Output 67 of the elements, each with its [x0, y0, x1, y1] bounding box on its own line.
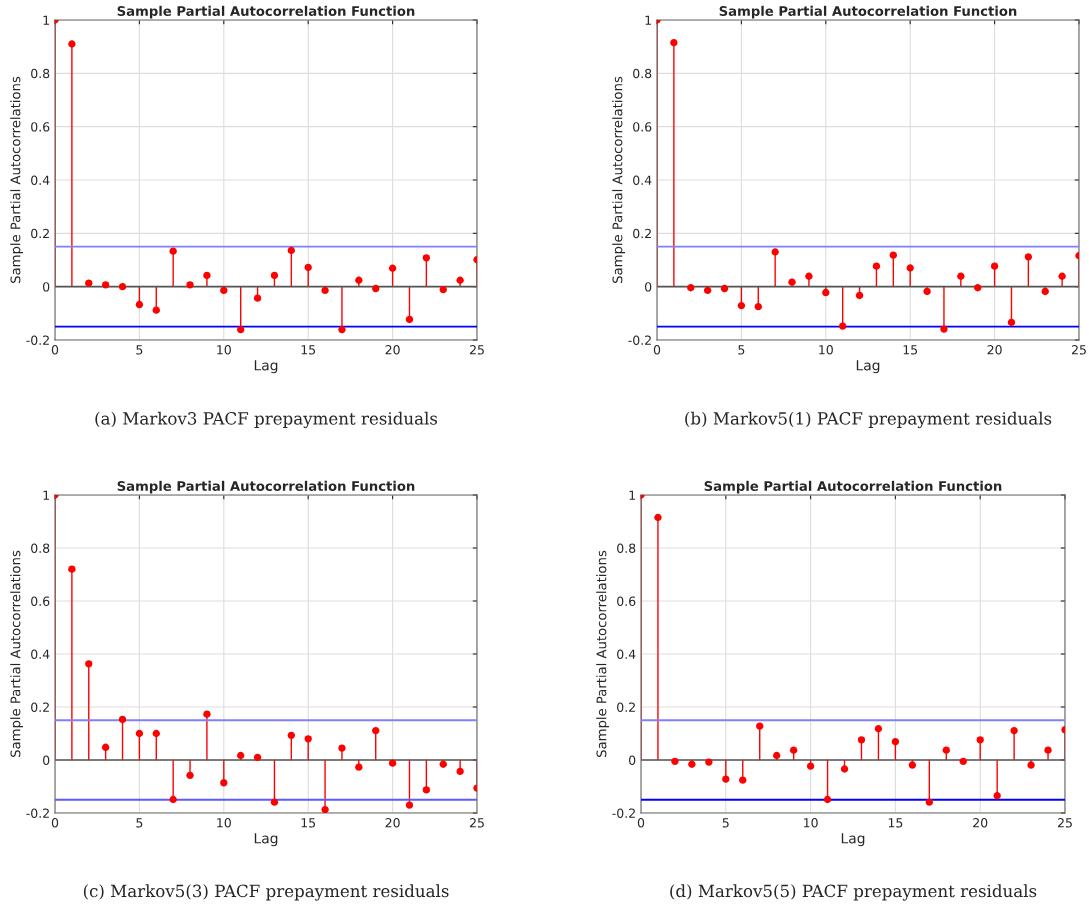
- chart-title: Sample Partial Autocorrelation Function: [117, 480, 415, 494]
- y-tick-label: 1: [43, 490, 49, 500]
- x-tick-label: 15: [301, 345, 316, 355]
- y-tick-label: -0.2: [26, 808, 49, 818]
- x-tick-label: 5: [136, 345, 143, 355]
- y-tick-label: 0: [43, 282, 50, 292]
- x-tick-label: 20: [385, 345, 400, 355]
- x-axis-title: Lag: [856, 360, 880, 374]
- y-tick-label: -0.2: [612, 808, 635, 818]
- x-tick-label: 25: [469, 818, 484, 828]
- y-tick-label: 0.8: [31, 543, 50, 553]
- y-tick-label: 1: [629, 490, 635, 500]
- x-tick-label: 20: [987, 345, 1002, 355]
- x-tick-label: 25: [469, 345, 484, 355]
- y-tick-label: 0.8: [617, 543, 636, 553]
- y-tick-label: 0.8: [633, 68, 652, 79]
- x-tick-label: 10: [819, 345, 833, 355]
- y-tick-label: 0.8: [31, 68, 50, 79]
- y-axis-title: Sample Partial Autocorrelations: [596, 550, 609, 757]
- chart-title: Sample Partial Autocorrelation Function: [719, 5, 1017, 19]
- y-tick-label: 1: [645, 15, 651, 25]
- y-tick-label: 0.4: [617, 649, 636, 659]
- x-tick-label: 10: [217, 345, 231, 355]
- y-tick-label: 0.6: [31, 596, 50, 606]
- y-tick-label: 0.2: [617, 702, 635, 712]
- x-tick-label: 15: [888, 818, 903, 828]
- y-tick-label: 0: [645, 282, 652, 292]
- x-tick-label: 5: [738, 345, 745, 355]
- x-axis-title: Lag: [254, 833, 278, 847]
- x-tick-label: 25: [1057, 818, 1072, 828]
- x-tick-label: 5: [136, 818, 143, 828]
- y-axis-title: Sample Partial Autocorrelations: [10, 550, 23, 757]
- x-tick-label: 15: [903, 345, 918, 355]
- x-tick-label: 15: [301, 818, 316, 828]
- y-axis-title: Sample Partial Autocorrelations: [10, 76, 23, 283]
- y-tick-label: 0.4: [633, 175, 652, 185]
- text: (c) Markov5(3) PACF prepayment residuals: [83, 884, 449, 901]
- y-tick-label: 0.4: [31, 649, 50, 659]
- x-tick-label: 10: [804, 818, 818, 828]
- x-tick-label: 25: [1071, 345, 1086, 355]
- y-tick-label: 0.6: [31, 122, 50, 132]
- x-tick-label: 20: [385, 818, 400, 828]
- text: (d) Markov5(5) PACF prepayment residuals: [670, 884, 1037, 901]
- x-tick-label: 10: [217, 818, 231, 828]
- y-axis-title: Sample Partial Autocorrelations: [612, 76, 625, 283]
- y-tick-label: 0.6: [633, 122, 652, 132]
- x-axis-title: Lag: [254, 360, 278, 374]
- y-tick-label: -0.2: [628, 335, 651, 345]
- x-axis-title: Lag: [841, 833, 865, 847]
- text: (a) Markov3 PACF prepayment residuals: [95, 411, 438, 429]
- chart-title: Sample Partial Autocorrelation Function: [117, 5, 415, 19]
- x-tick-label: 5: [722, 818, 729, 828]
- y-tick-label: -0.2: [26, 335, 49, 345]
- text: (b) Markov5(1) PACF prepayment residuals: [685, 411, 1052, 429]
- y-tick-label: 0.4: [31, 175, 50, 185]
- x-tick-label: 20: [973, 818, 988, 828]
- y-tick-label: 0.6: [617, 596, 636, 606]
- y-tick-label: 0.2: [633, 228, 651, 239]
- y-tick-label: 0: [629, 755, 636, 765]
- y-tick-label: 0: [43, 755, 50, 765]
- x-tick-label: 0: [51, 345, 59, 355]
- chart-title: Sample Partial Autocorrelation Function: [704, 480, 1002, 494]
- y-tick-label: 0.2: [31, 228, 49, 239]
- y-tick-label: 0.2: [31, 702, 49, 712]
- y-tick-label: 1: [43, 15, 49, 25]
- x-tick-label: 0: [51, 818, 59, 828]
- x-tick-label: 0: [653, 345, 661, 355]
